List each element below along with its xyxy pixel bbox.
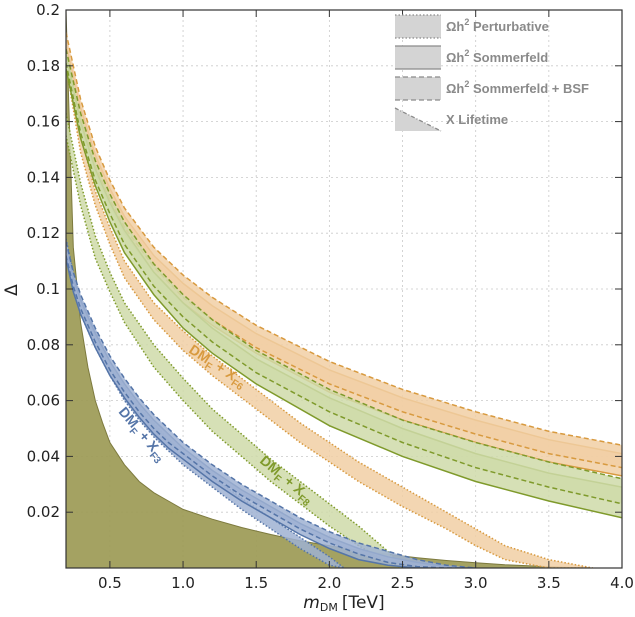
x-tick-label: 2.0	[317, 574, 341, 592]
y-axis-title: Δ	[2, 284, 22, 296]
series-dm-f-x-f8-sommerfeld-bsf	[66, 48, 622, 505]
y-tick-label: 0.2	[36, 1, 60, 19]
x-tick-label: 2.5	[391, 574, 415, 592]
lifetime-boundary	[66, 10, 593, 568]
series-layer	[66, 10, 622, 568]
band-edge-lower	[66, 255, 476, 568]
x-tick-label: 1.5	[244, 574, 268, 592]
band-edge-lower	[66, 65, 593, 568]
y-tick-label: 0.12	[27, 224, 60, 242]
band-edge-upper	[66, 51, 593, 568]
band-edge-lower	[66, 68, 622, 519]
y-tick-label: 0.18	[27, 57, 60, 75]
x-axis-title: mDM [TeV]	[303, 593, 384, 614]
axis-ticks: 0.5 1.0 1.5 2.0 2.5 3.0 3.5 4.0 0.02 0.04 0.06 0.08…	[27, 1, 634, 592]
x-axis-title-sub: DM	[320, 601, 338, 614]
band-edge-upper	[66, 48, 622, 480]
y-tick-label: 0.02	[27, 503, 60, 521]
legend-label-lifetime: X Lifetime	[446, 112, 508, 127]
x-tick-label: 1.0	[171, 574, 195, 592]
band-edge-upper	[66, 241, 476, 568]
band-fill	[66, 241, 476, 568]
legend-item-sommerfeld-bsf: Ωh2 Sommerfeld + BSF	[395, 76, 589, 101]
legend-line-lifetime	[394, 107, 442, 132]
x-axis-title-main: m	[303, 593, 320, 613]
band-fill	[66, 32, 622, 468]
y-tick-label: 0.14	[27, 168, 60, 186]
annotation-f8: DMF + XF8	[255, 452, 318, 509]
x-tick-label: 3.5	[537, 574, 561, 592]
y-tick-label: 0.1	[36, 280, 60, 298]
band-edge-lower	[66, 258, 462, 568]
y-tick-label: 0.04	[27, 447, 60, 465]
series-dm-f-x-f3-sommerfeld-bsf	[66, 241, 476, 568]
legend-swatch-sommerfeld-bsf	[395, 77, 441, 100]
x-tick-label: 3.0	[464, 574, 488, 592]
legend: Ωh2 Perturbative Ωh2 Sommerfeld Ωh2 Somm…	[394, 14, 589, 132]
band-fill	[66, 49, 622, 504]
legend-swatch-sommerfeld	[395, 46, 441, 69]
lifetime-excluded-area	[66, 10, 593, 568]
y-tick-label: 0.06	[27, 392, 60, 410]
legend-swatch-perturbative	[395, 15, 441, 38]
y-tick-label: 0.16	[27, 113, 60, 131]
y-tick-label: 0.08	[27, 336, 60, 354]
x-tick-label: 4.0	[610, 574, 634, 592]
band-edge-lower	[66, 62, 622, 505]
legend-label-sommerfeld: Ωh2 Sommerfeld	[446, 48, 548, 65]
legend-item-lifetime: X Lifetime	[394, 107, 508, 132]
legend-item-sommerfeld: Ωh2 Sommerfeld	[395, 45, 548, 70]
legend-label-sommerfeld-bsf: Ωh2 Sommerfeld + BSF	[446, 79, 589, 96]
band-edge-upper	[66, 32, 622, 446]
x-tick-label: 0.5	[98, 574, 122, 592]
legend-label-perturbative: Ωh2 Perturbative	[446, 17, 549, 34]
series-dm-f-x-f6-perturbative	[66, 51, 593, 568]
x-axis-title-unit: [TeV]	[342, 593, 385, 613]
legend-item-perturbative: Ωh2 Perturbative	[395, 14, 549, 39]
band-edge-upper	[66, 113, 404, 568]
band-fill	[66, 54, 622, 518]
series-x-lifetime	[66, 10, 593, 568]
